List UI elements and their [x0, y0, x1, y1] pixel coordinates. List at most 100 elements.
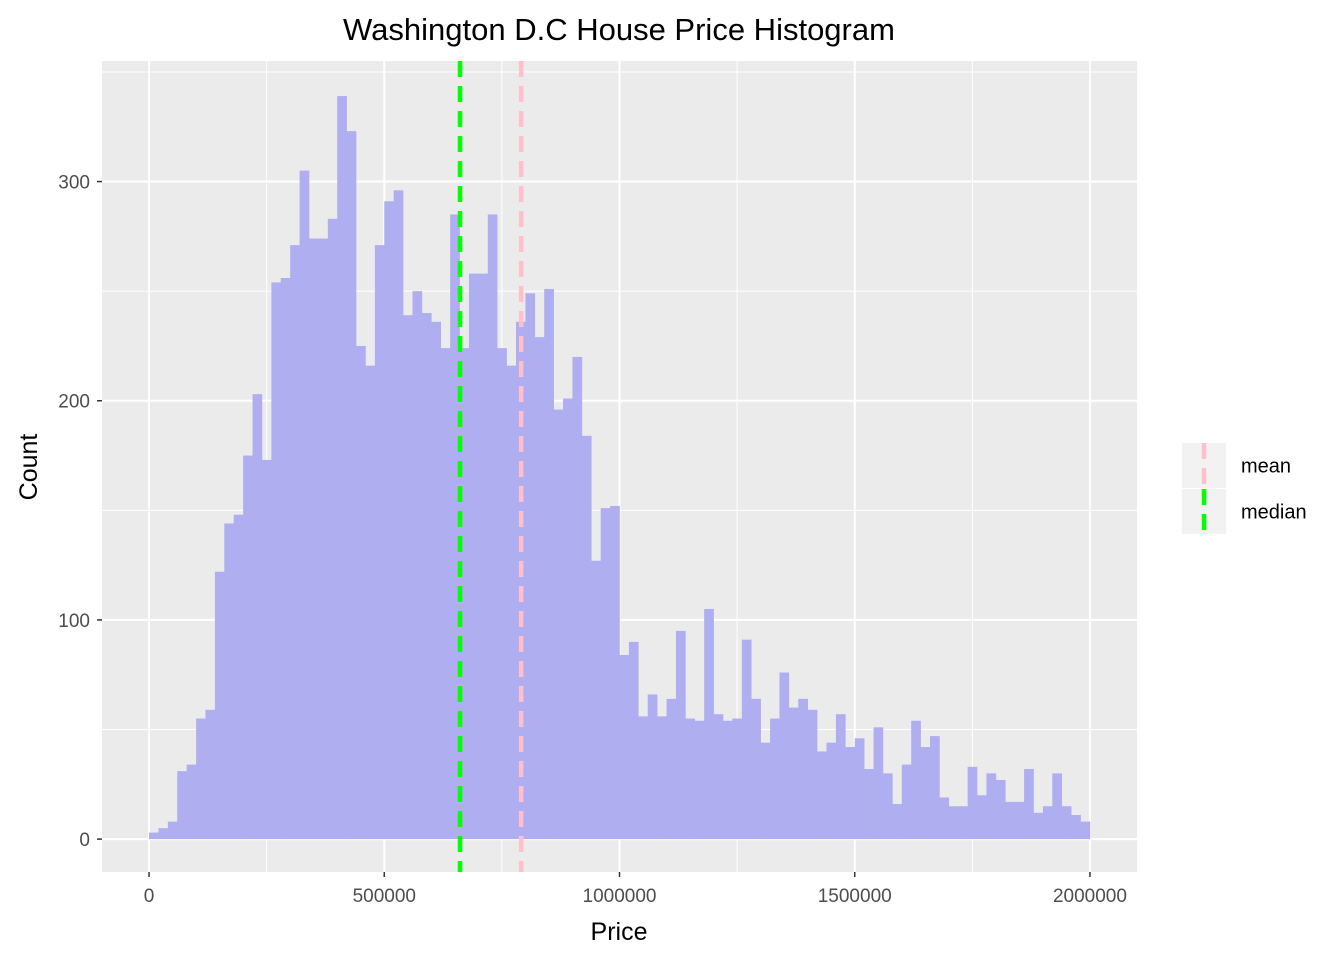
histogram-bar: [356, 345, 366, 840]
histogram-bar: [798, 698, 808, 840]
histogram-bar: [1042, 806, 1053, 840]
histogram-bar: [544, 288, 554, 840]
histogram-bar: [271, 282, 282, 840]
histogram-bar: [704, 608, 714, 840]
y-tick-label: 100: [58, 611, 90, 632]
histogram-bar: [553, 409, 564, 840]
histogram-bar: [713, 714, 724, 840]
histogram-bar: [939, 797, 950, 840]
histogram-bar: [346, 131, 357, 840]
histogram-bar: [196, 718, 206, 840]
histogram-bar: [892, 804, 903, 840]
histogram-bar: [177, 771, 187, 840]
histogram-bar: [525, 293, 536, 840]
histogram-bar: [977, 795, 987, 840]
chart-title: Washington D.C House Price Histogram: [343, 12, 895, 47]
histogram-bar: [845, 747, 856, 840]
histogram-bar: [835, 714, 846, 840]
histogram-bar: [647, 694, 658, 840]
histogram-bar: [468, 273, 479, 840]
legend-label-median: median: [1241, 502, 1307, 524]
histogram-bar: [374, 245, 385, 840]
histogram-bar: [440, 348, 451, 840]
histogram-bar: [770, 718, 780, 840]
histogram-bar: [826, 742, 837, 840]
histogram-bar: [741, 639, 752, 840]
histogram-bar: [666, 698, 677, 840]
histogram-bar: [205, 709, 216, 840]
histogram-bar: [958, 806, 968, 840]
x-tick-label: 0: [144, 886, 155, 907]
histogram-bar: [1061, 806, 1072, 840]
histogram-bar: [534, 337, 545, 840]
histogram-bar: [657, 716, 667, 840]
histogram-bar: [167, 821, 178, 840]
histogram-bar: [516, 321, 526, 840]
histogram-bar: [1005, 801, 1015, 840]
histogram-bar: [732, 718, 743, 840]
histogram-bar: [327, 218, 338, 840]
histogram-bar: [243, 455, 253, 840]
histogram-bar: [591, 560, 601, 840]
histogram-bar: [431, 321, 442, 840]
histogram-bar: [572, 356, 583, 840]
histogram-bar: [412, 291, 423, 840]
histogram-bar: [384, 201, 394, 840]
histogram-bar: [675, 630, 686, 840]
histogram-bar: [694, 720, 705, 840]
y-axis-title: Count: [15, 434, 43, 501]
histogram-bar: [450, 214, 460, 840]
histogram-bar: [1033, 812, 1044, 840]
y-tick-label: 200: [58, 392, 90, 413]
histogram-bar: [911, 720, 921, 840]
histogram-bar: [723, 720, 733, 840]
histogram-bar: [158, 828, 169, 840]
legend-label-mean: mean: [1241, 456, 1291, 478]
histogram-bar: [638, 716, 649, 840]
histogram-bar: [751, 698, 761, 840]
histogram-bar: [864, 768, 874, 840]
histogram-bar: [252, 394, 263, 840]
histogram-bar: [186, 764, 197, 840]
histogram-bar: [779, 672, 790, 840]
histogram-bar: [506, 365, 517, 840]
histogram-bar: [610, 505, 620, 840]
histogram-bar: [600, 508, 611, 840]
y-tick-label: 300: [58, 173, 90, 194]
histogram-bar: [628, 641, 639, 840]
histogram-bar: [149, 832, 159, 840]
histogram-bar: [563, 398, 573, 840]
histogram-bar: [817, 751, 827, 840]
histogram-bar: [581, 435, 592, 840]
histogram-bar: [854, 738, 865, 840]
histogram-bar: [478, 273, 489, 840]
histogram-bar: [233, 514, 244, 840]
histogram-bar: [1052, 773, 1063, 840]
histogram-bar: [882, 773, 893, 840]
histogram-bar: [1014, 801, 1025, 840]
histogram-bar: [920, 747, 931, 840]
histogram-bar: [261, 459, 272, 840]
histogram-bar: [421, 313, 432, 840]
histogram-bar: [1024, 768, 1034, 840]
histogram-bar: [393, 190, 404, 840]
histogram-bar: [459, 348, 470, 840]
histogram-bar: [760, 742, 771, 840]
histogram-bar: [224, 523, 235, 840]
x-axis-title: Price: [591, 918, 648, 946]
histogram-bar: [280, 277, 291, 840]
x-tick-label: 500000: [353, 886, 416, 907]
x-tick-label: 2000000: [1053, 886, 1127, 907]
histogram-bar: [619, 655, 630, 840]
histogram-bar: [986, 773, 997, 840]
y-tick-label: 0: [79, 830, 90, 851]
histogram-bar: [403, 315, 413, 840]
histogram-bar: [901, 764, 912, 840]
x-tick-label: 1000000: [583, 886, 657, 907]
histogram-bar: [299, 170, 310, 840]
histogram-bar: [930, 736, 940, 840]
histogram-bar: [309, 238, 319, 840]
x-tick-label: 1500000: [818, 886, 892, 907]
histogram-bar: [1071, 815, 1081, 840]
